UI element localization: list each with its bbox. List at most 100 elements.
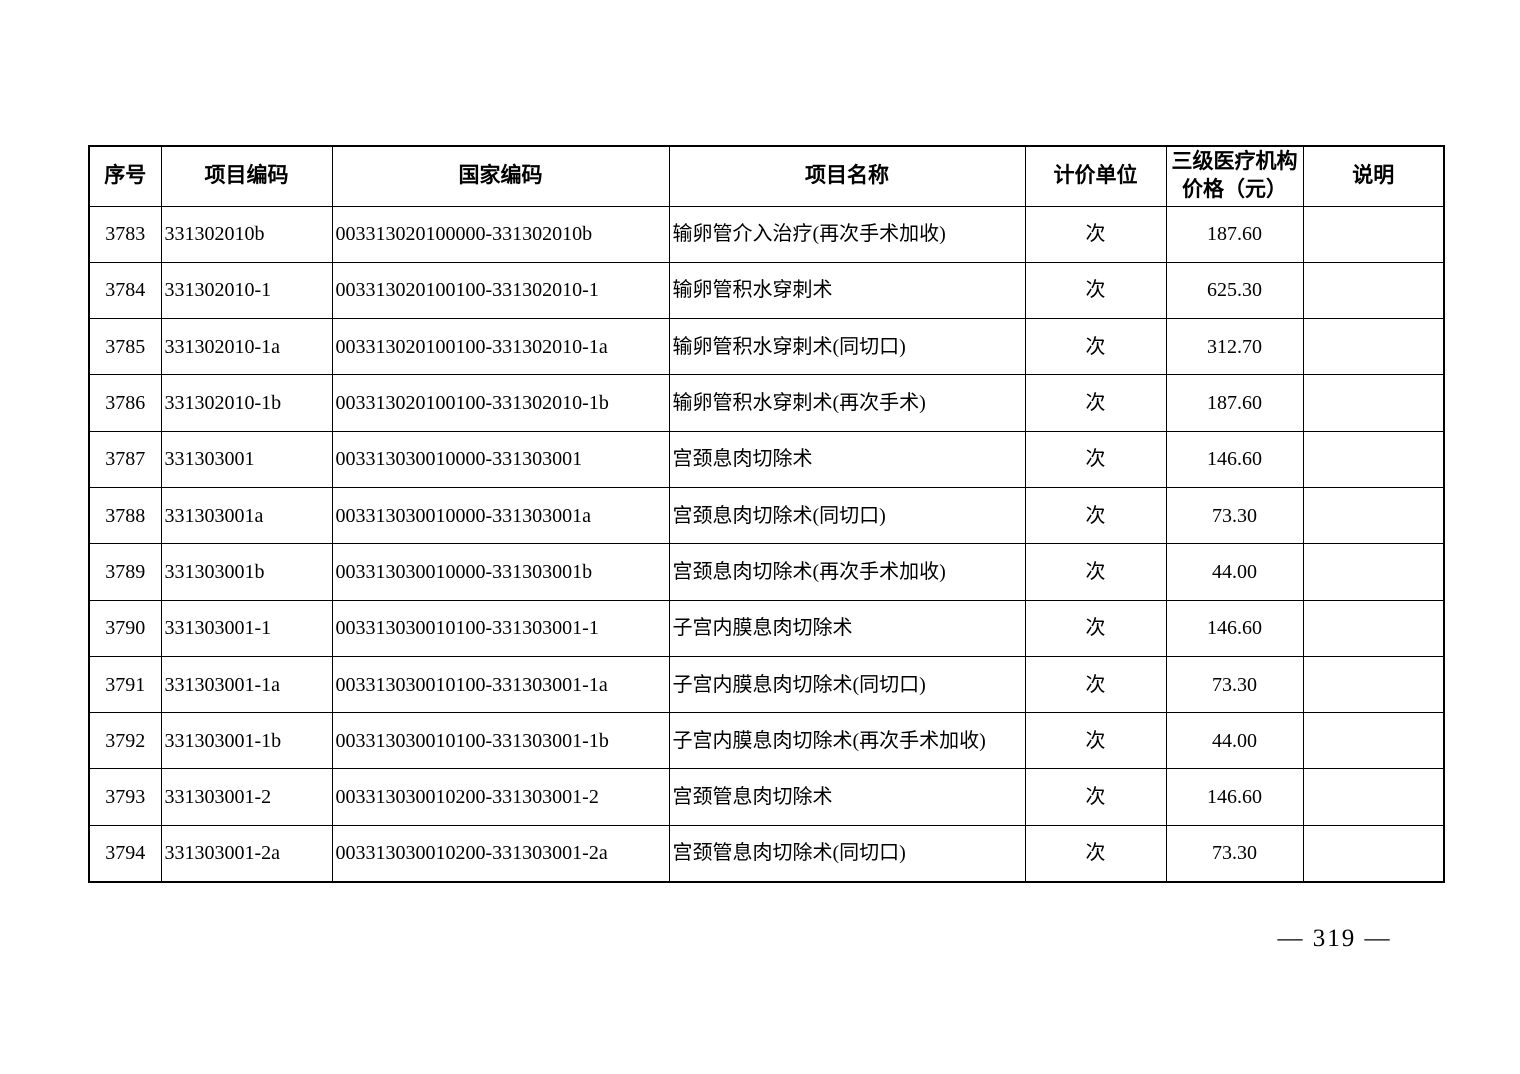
cell-project-name: 输卵管积水穿刺术 [668, 261, 1026, 320]
cell-unit: 次 [1024, 599, 1167, 657]
cell-unit: 次 [1024, 824, 1167, 883]
cell-project-code: 331303001-2 [160, 768, 333, 826]
cell-project-code: 331303001-2a [160, 824, 333, 883]
cell-project-name: 子宫内膜息肉切除术(再次手术加收) [668, 712, 1026, 770]
cell-project-code: 331303001b [160, 543, 333, 601]
cell-seq: 3786 [88, 374, 162, 432]
cell-price: 187.60 [1165, 374, 1304, 432]
cell-price: 146.60 [1165, 768, 1304, 826]
table-row: 3788 331303001a 003313030010000-33130300… [88, 486, 1445, 545]
cell-note [1302, 205, 1445, 263]
cell-unit: 次 [1024, 430, 1167, 488]
cell-seq: 3787 [88, 430, 162, 488]
table-row: 3784 331302010-1 003313020100100-3313020… [88, 261, 1445, 320]
cell-project-code: 331303001 [160, 430, 333, 488]
table-row: 3791 331303001-1a 003313030010100-331303… [88, 655, 1445, 714]
cell-project-name: 输卵管介入治疗(再次手术加收) [668, 205, 1026, 263]
cell-unit: 次 [1024, 768, 1167, 826]
cell-note [1302, 599, 1445, 657]
cell-seq: 3785 [88, 318, 162, 376]
cell-project-code: 331303001-1 [160, 599, 333, 657]
cell-national-code: 003313020100100-331302010-1 [331, 261, 670, 320]
cell-national-code: 003313030010000-331303001 [331, 430, 670, 488]
cell-seq: 3794 [88, 824, 162, 883]
cell-seq: 3791 [88, 655, 162, 714]
cell-unit: 次 [1024, 205, 1167, 263]
cell-note [1302, 318, 1445, 376]
cell-seq: 3788 [88, 486, 162, 545]
cell-unit: 次 [1024, 712, 1167, 770]
cell-project-code: 331302010-1b [160, 374, 333, 432]
cell-price: 73.30 [1165, 486, 1304, 545]
cell-unit: 次 [1024, 543, 1167, 601]
cell-seq: 3789 [88, 543, 162, 601]
cell-note [1302, 543, 1445, 601]
cell-national-code: 003313020100100-331302010-1b [331, 374, 670, 432]
table-row: 3787 331303001 003313030010000-331303001… [88, 430, 1445, 488]
cell-note [1302, 824, 1445, 883]
cell-seq: 3790 [88, 599, 162, 657]
cell-unit: 次 [1024, 655, 1167, 714]
cell-seq: 3783 [88, 205, 162, 263]
cell-note [1302, 712, 1445, 770]
cell-national-code: 003313030010100-331303001-1b [331, 712, 670, 770]
cell-unit: 次 [1024, 261, 1167, 320]
cell-project-name: 子宫内膜息肉切除术 [668, 599, 1026, 657]
cell-price: 146.60 [1165, 430, 1304, 488]
table-row: 3794 331303001-2a 003313030010200-331303… [88, 824, 1445, 883]
cell-seq: 3792 [88, 712, 162, 770]
cell-project-name: 宫颈管息肉切除术 [668, 768, 1026, 826]
cell-price: 44.00 [1165, 712, 1304, 770]
medical-price-table: 序号 项目编码 国家编码 项目名称 计价单位 三级医疗机构 价格（元） 说明 3… [88, 145, 1445, 883]
cell-unit: 次 [1024, 318, 1167, 376]
cell-seq: 3784 [88, 261, 162, 320]
cell-project-name: 宫颈息肉切除术 [668, 430, 1026, 488]
cell-project-name: 宫颈息肉切除术(同切口) [668, 486, 1026, 545]
header-note: 说明 [1302, 145, 1445, 207]
cell-unit: 次 [1024, 486, 1167, 545]
header-price: 三级医疗机构 价格（元） [1165, 145, 1304, 207]
table-row: 3785 331302010-1a 003313020100100-331302… [88, 318, 1445, 376]
cell-price: 73.30 [1165, 655, 1304, 714]
table-body: 3783 331302010b 003313020100000-33130201… [88, 205, 1445, 883]
table-row: 3792 331303001-1b 003313030010100-331303… [88, 712, 1445, 770]
cell-project-code: 331303001-1b [160, 712, 333, 770]
table-row: 3786 331302010-1b 003313020100100-331302… [88, 374, 1445, 432]
cell-project-name: 宫颈管息肉切除术(同切口) [668, 824, 1026, 883]
table-row: 3793 331303001-2 003313030010200-3313030… [88, 768, 1445, 826]
header-national-code: 国家编码 [331, 145, 670, 207]
header-project-code: 项目编码 [160, 145, 333, 207]
cell-national-code: 003313020100000-331302010b [331, 205, 670, 263]
cell-national-code: 003313030010100-331303001-1a [331, 655, 670, 714]
table-row: 3790 331303001-1 003313030010100-3313030… [88, 599, 1445, 657]
cell-national-code: 003313030010200-331303001-2 [331, 768, 670, 826]
cell-national-code: 003313030010200-331303001-2a [331, 824, 670, 883]
cell-project-name: 输卵管积水穿刺术(再次手术) [668, 374, 1026, 432]
cell-price: 625.30 [1165, 261, 1304, 320]
cell-national-code: 003313030010000-331303001b [331, 543, 670, 601]
cell-project-code: 331302010b [160, 205, 333, 263]
cell-price: 146.60 [1165, 599, 1304, 657]
cell-price: 312.70 [1165, 318, 1304, 376]
cell-project-code: 331303001-1a [160, 655, 333, 714]
cell-unit: 次 [1024, 374, 1167, 432]
cell-note [1302, 486, 1445, 545]
cell-project-code: 331303001a [160, 486, 333, 545]
cell-price: 187.60 [1165, 205, 1304, 263]
cell-project-name: 输卵管积水穿刺术(同切口) [668, 318, 1026, 376]
cell-note [1302, 430, 1445, 488]
cell-national-code: 003313020100100-331302010-1a [331, 318, 670, 376]
cell-national-code: 003313030010000-331303001a [331, 486, 670, 545]
cell-project-code: 331302010-1a [160, 318, 333, 376]
cell-project-code: 331302010-1 [160, 261, 333, 320]
page-number: — 319 — [1277, 925, 1392, 952]
cell-note [1302, 655, 1445, 714]
cell-seq: 3793 [88, 768, 162, 826]
header-row: 序号 项目编码 国家编码 项目名称 计价单位 三级医疗机构 价格（元） 说明 [88, 145, 1445, 207]
cell-price: 73.30 [1165, 824, 1304, 883]
table-header: 序号 项目编码 国家编码 项目名称 计价单位 三级医疗机构 价格（元） 说明 [88, 145, 1445, 207]
header-unit: 计价单位 [1024, 145, 1167, 207]
cell-note [1302, 374, 1445, 432]
cell-national-code: 003313030010100-331303001-1 [331, 599, 670, 657]
